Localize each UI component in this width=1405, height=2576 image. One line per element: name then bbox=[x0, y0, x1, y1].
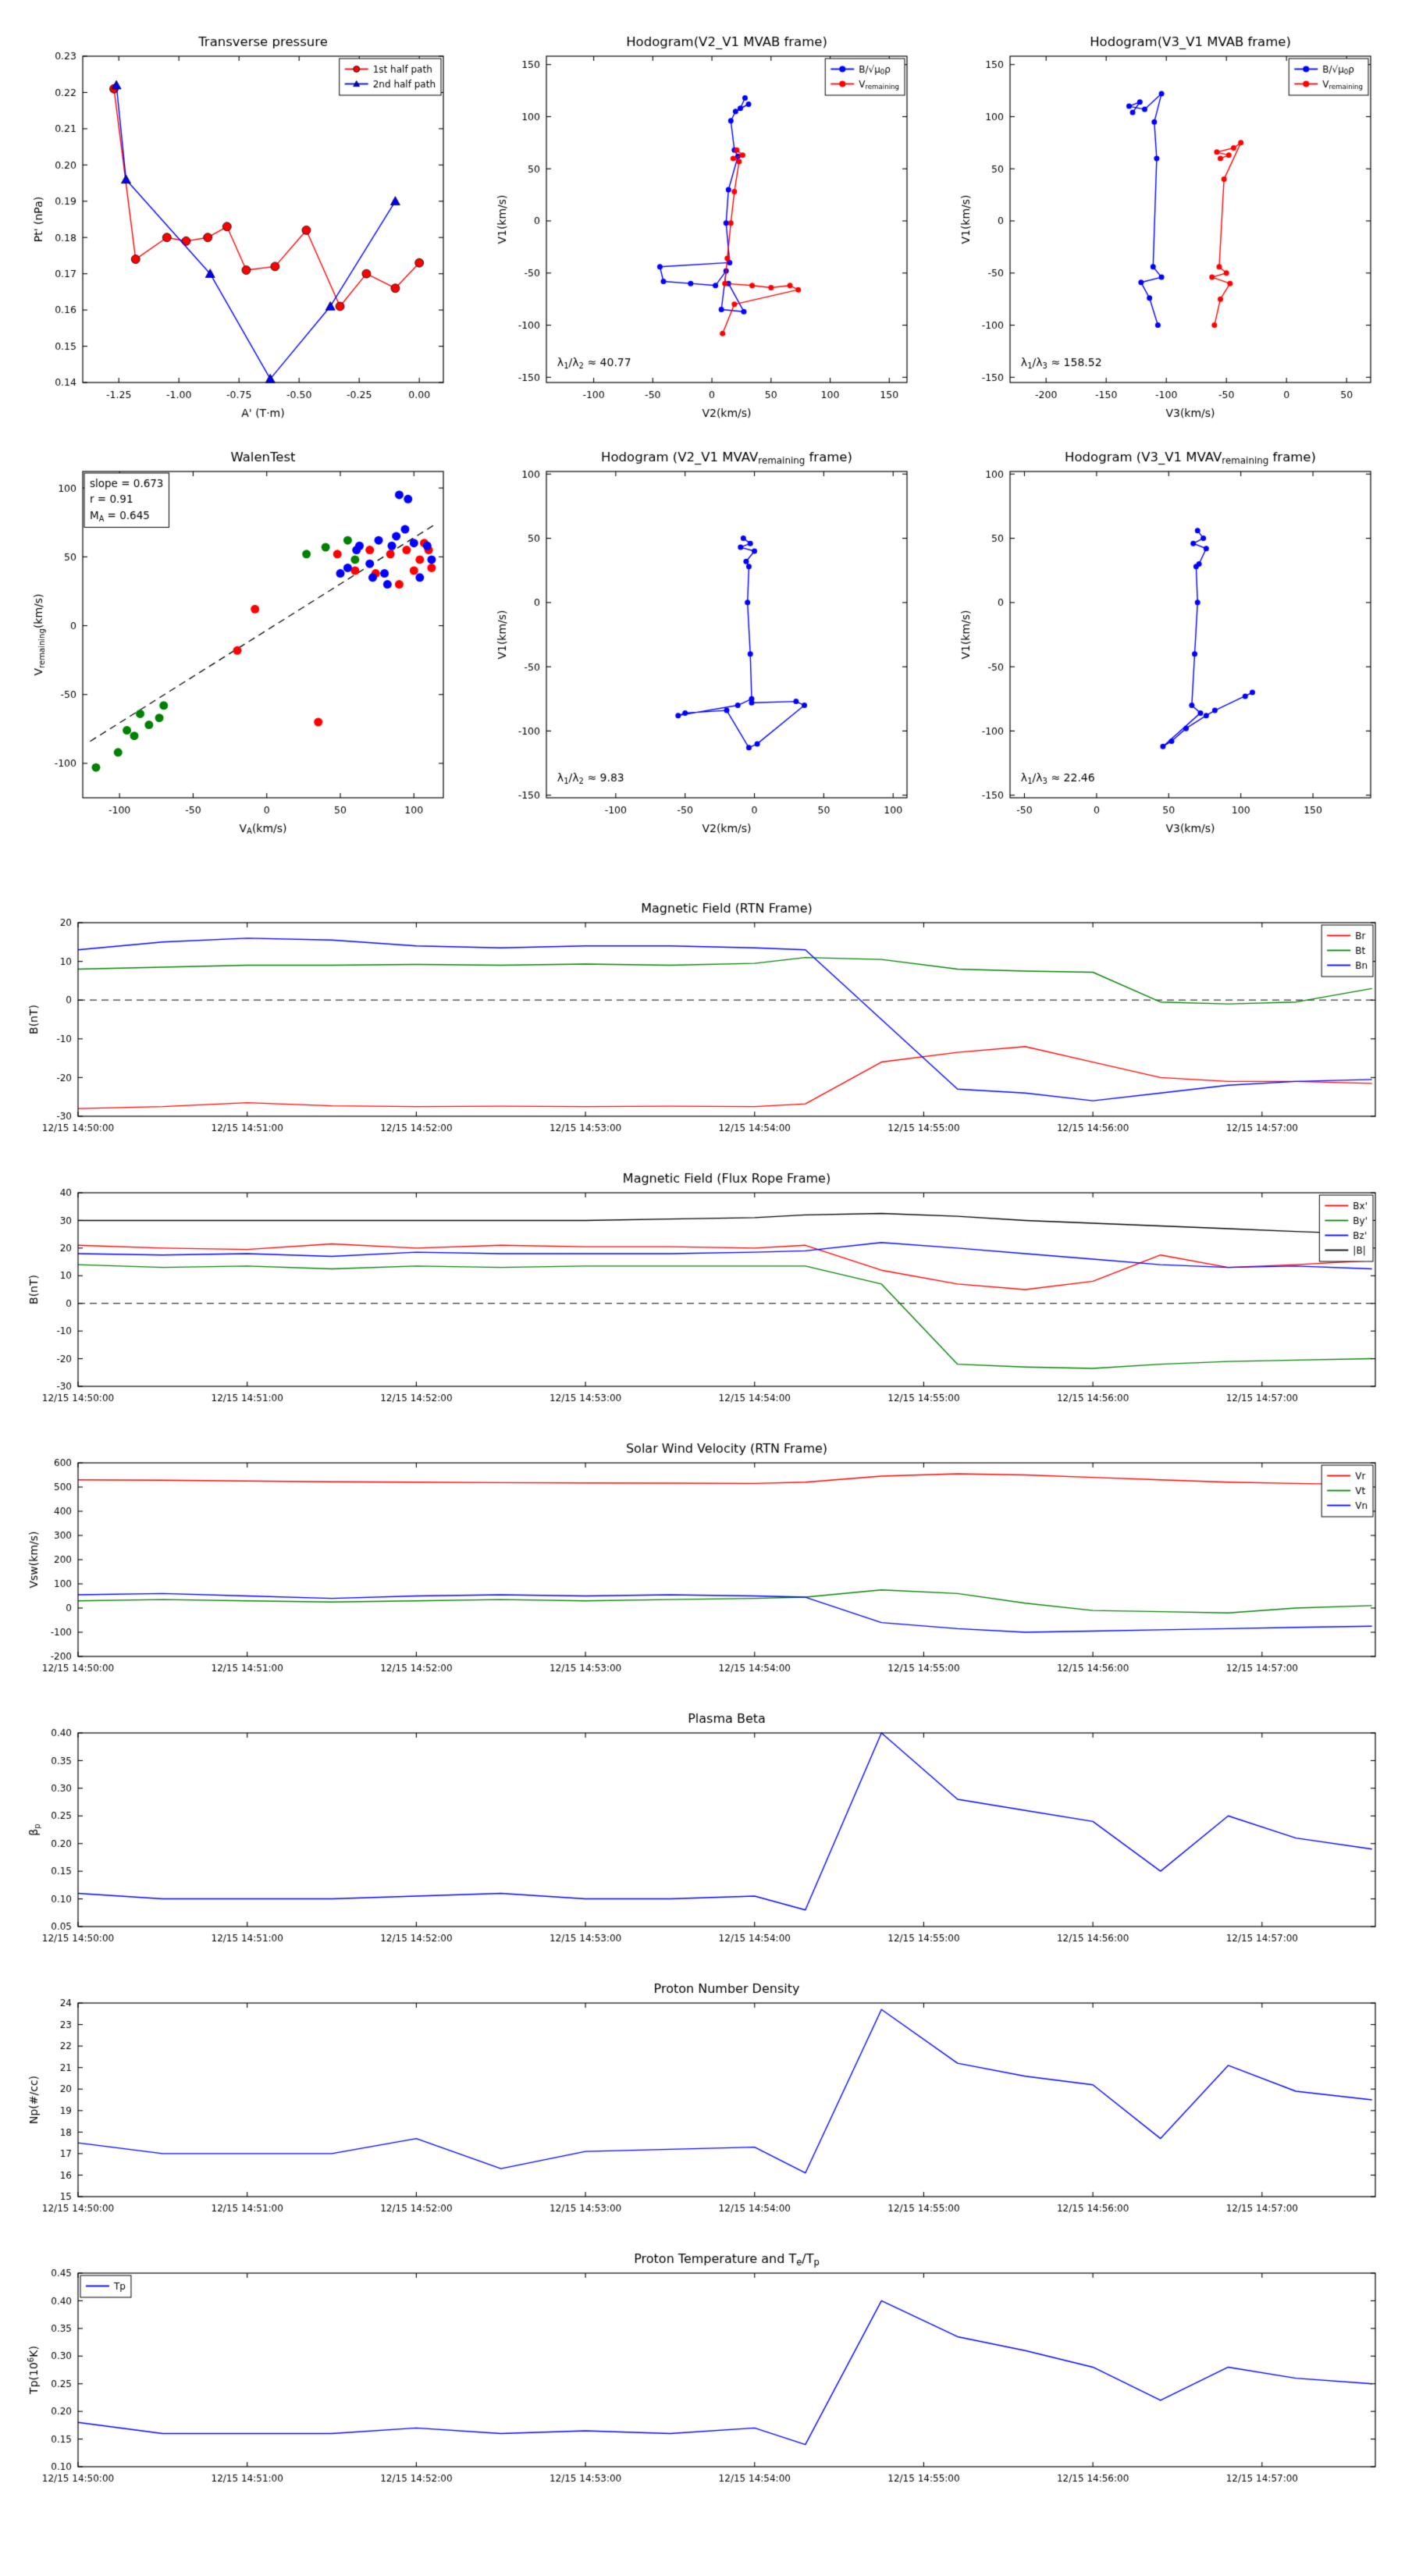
chart-magnetic-field-rtn bbox=[16, 893, 1389, 1151]
chart-magnetic-field-flux-rope bbox=[16, 1163, 1389, 1421]
analysis-row-2 bbox=[0, 437, 1405, 843]
chart-walen-test bbox=[20, 437, 457, 843]
analysis-row-1 bbox=[0, 22, 1405, 428]
chart-proton-number-density bbox=[16, 1973, 1389, 2231]
chart-proton-temperature bbox=[16, 2243, 1389, 2501]
chart-plasma-beta bbox=[16, 1703, 1389, 1961]
chart-hodogram-v3v1-mvav bbox=[948, 437, 1385, 843]
time-series-panels bbox=[0, 893, 1405, 2501]
chart-hodogram-v2v1-mvav bbox=[484, 437, 921, 843]
chart-solar-wind-velocity bbox=[16, 1433, 1389, 1691]
chart-hodogram-v3v1-mvab bbox=[948, 22, 1385, 428]
chart-transverse-pressure bbox=[20, 22, 457, 428]
chart-hodogram-v2v1-mvab bbox=[484, 22, 921, 428]
